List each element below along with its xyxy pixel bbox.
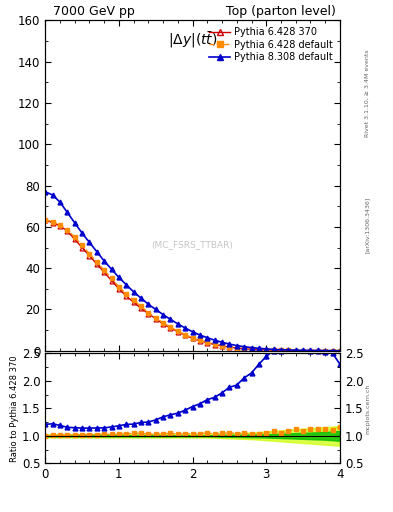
Text: [arXiv:1306.3436]: [arXiv:1306.3436] (365, 197, 370, 253)
Text: $|\Delta y|(\mathit{t\bar{t}})$: $|\Delta y|(\mathit{t\bar{t}})$ (168, 30, 217, 50)
Y-axis label: Ratio to Pythia 6.428 370: Ratio to Pythia 6.428 370 (10, 355, 19, 462)
Text: mcplots.cern.ch: mcplots.cern.ch (365, 383, 370, 434)
Text: Rivet 3.1.10, ≥ 3.4M events: Rivet 3.1.10, ≥ 3.4M events (365, 49, 370, 137)
Text: 7000 GeV pp: 7000 GeV pp (53, 5, 135, 18)
Text: Top (parton level): Top (parton level) (226, 5, 336, 18)
Legend: Pythia 6.428 370, Pythia 6.428 default, Pythia 8.308 default: Pythia 6.428 370, Pythia 6.428 default, … (207, 25, 335, 64)
Text: (MC_FSRS_TTBAR): (MC_FSRS_TTBAR) (152, 241, 233, 249)
